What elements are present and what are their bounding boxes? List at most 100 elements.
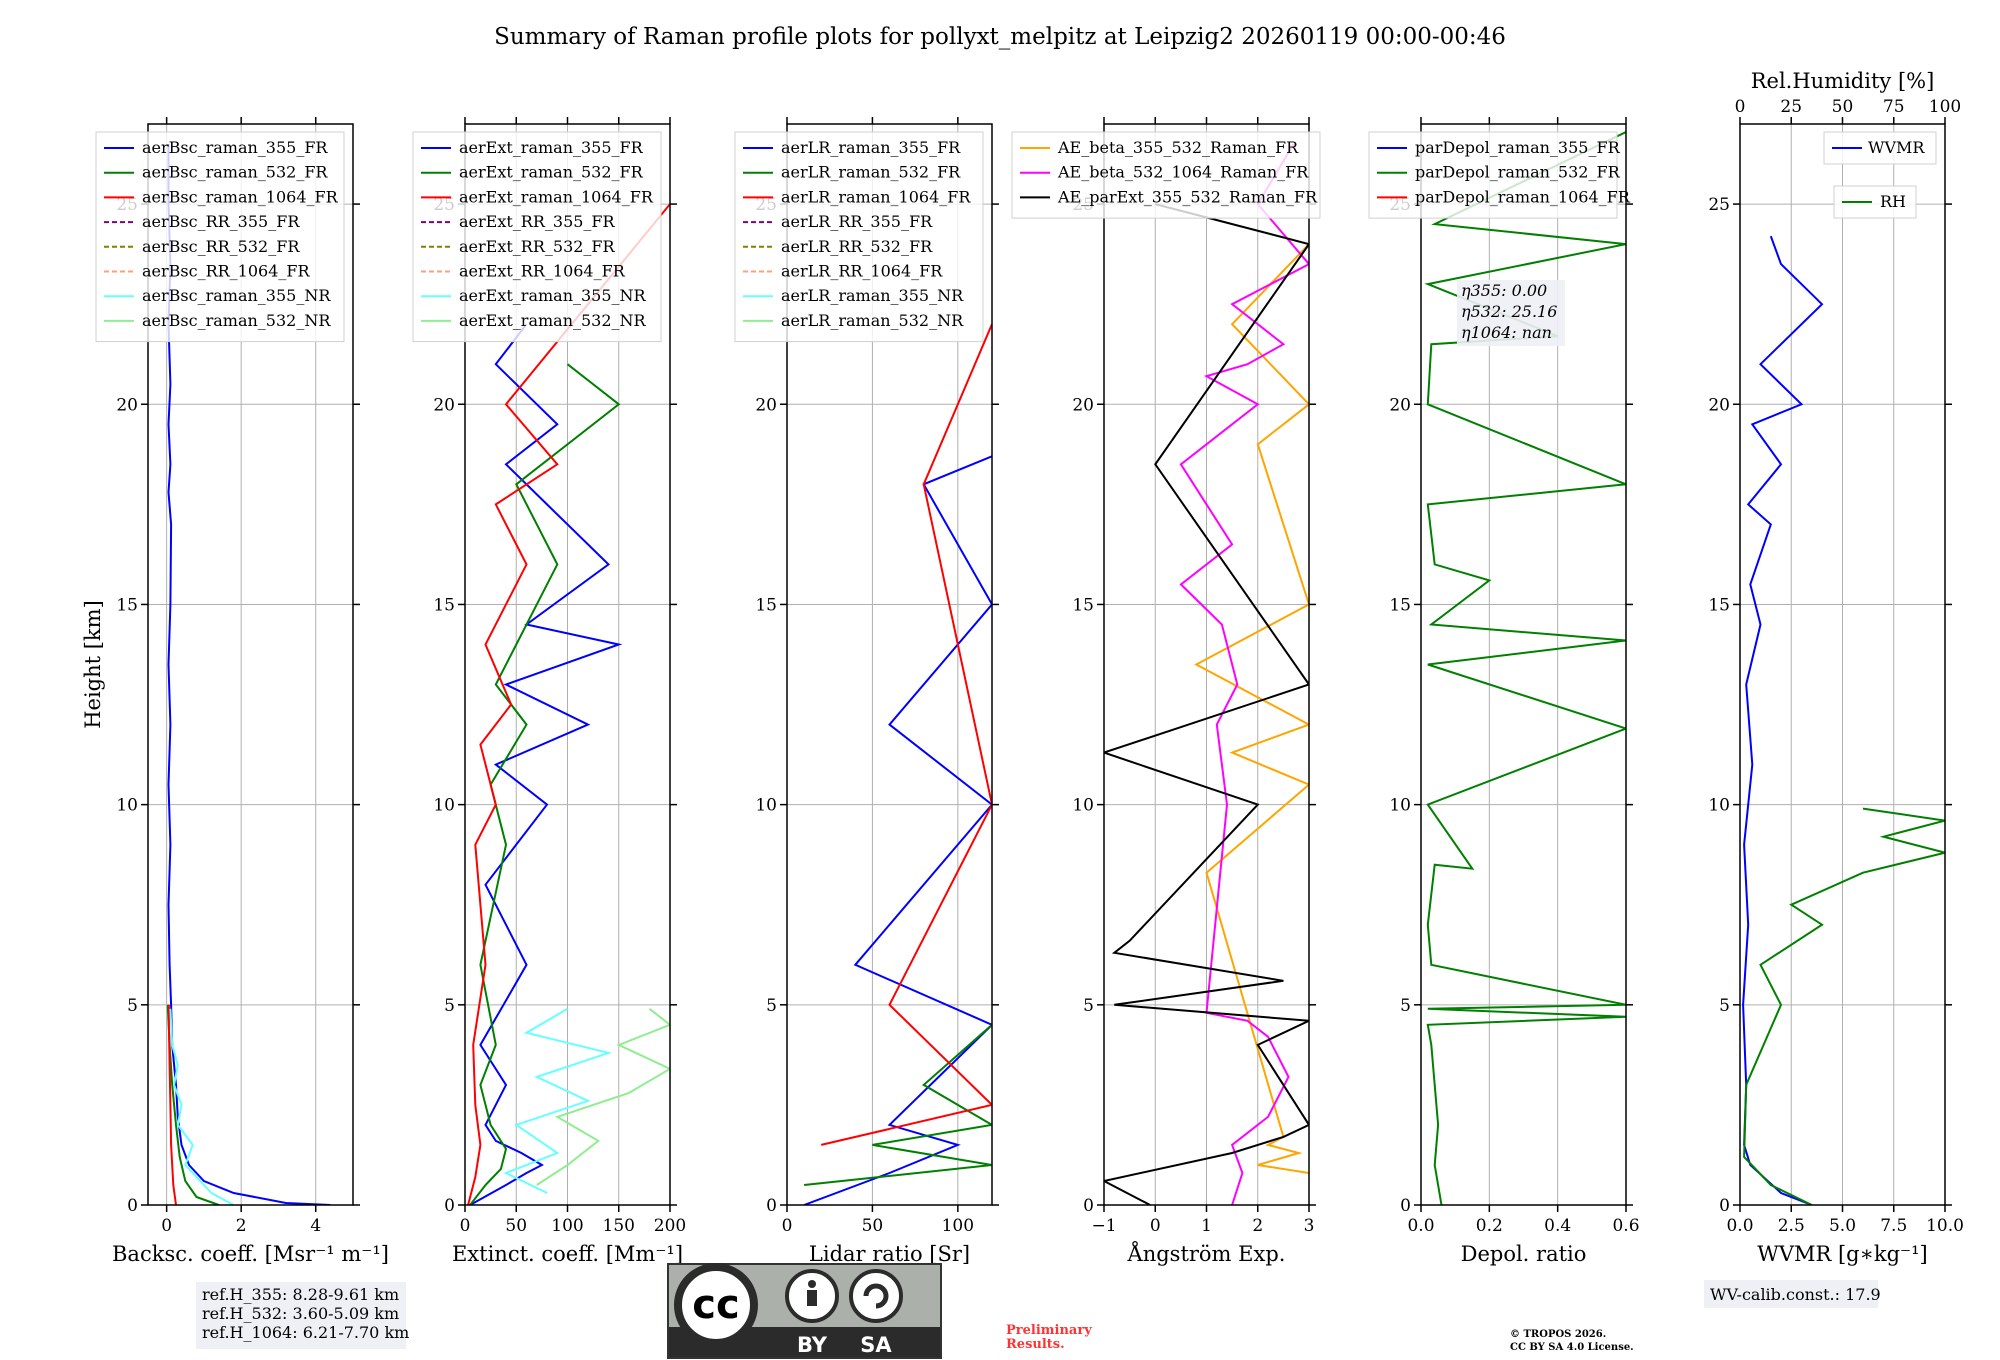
x-axis-label: Extinct. coeff. [Mm⁻¹] bbox=[452, 1242, 683, 1266]
legend: aerBsc_raman_355_FR aerBsc_raman_532_FRae… bbox=[95, 131, 345, 343]
legend-label: aerExt_raman_355_NR bbox=[459, 286, 647, 305]
y-tick-label: 15 bbox=[1708, 595, 1730, 615]
series-AE_beta_532_1064_Raman_FR bbox=[1179, 143, 1309, 1205]
panel-lidar-ratio: 0510152025050100Lidar ratio [Sr]aerLR_ra… bbox=[734, 117, 999, 1266]
y-axis-label: Height [km] bbox=[81, 600, 105, 729]
series-AE_beta_355_532_Raman_FR bbox=[1194, 243, 1309, 1174]
legend-label: RH bbox=[1880, 192, 1906, 211]
x2-tick-label: 50 bbox=[1832, 97, 1854, 117]
y-tick-label: 10 bbox=[1708, 796, 1730, 816]
series-group bbox=[1742, 235, 1945, 1205]
legend-label: aerBsc_raman_1064_FR bbox=[142, 187, 339, 206]
legend-label: aerExt_raman_532_FR bbox=[459, 163, 644, 182]
series-WVMR bbox=[1742, 235, 1824, 1205]
legend-label: aerLR_raman_355_NR bbox=[781, 286, 964, 305]
y-tick-label: 20 bbox=[1708, 395, 1730, 415]
axes-frame bbox=[1420, 123, 1627, 1206]
share-alike-icon bbox=[849, 1269, 903, 1323]
legend-frame bbox=[1833, 185, 1917, 219]
legend-label: aerExt_RR_1064_FR bbox=[459, 262, 626, 281]
x2-tick-label: 25 bbox=[1780, 97, 1802, 117]
y-tick-label: 15 bbox=[116, 595, 138, 615]
y-tick-label: 10 bbox=[433, 796, 455, 816]
series-group bbox=[166, 144, 331, 1205]
attribution-icon-body bbox=[807, 1290, 817, 1306]
x2-tick-label: 75 bbox=[1883, 97, 1905, 117]
x-axis-label: Lidar ratio [Sr] bbox=[809, 1242, 970, 1266]
y-tick-label: 0 bbox=[1083, 1196, 1094, 1216]
series-aerExt_raman_532_FR bbox=[469, 363, 621, 1205]
legend-label: aerLR_raman_1064_FR bbox=[781, 187, 971, 206]
preliminary-line-1: Preliminary bbox=[1006, 1323, 1092, 1338]
x2-tick-label: 100 bbox=[1929, 97, 1961, 117]
series-group bbox=[467, 203, 670, 1205]
x-tick-label: 0 bbox=[1150, 1216, 1161, 1236]
figure-title: Summary of Raman profile plots for polly… bbox=[494, 24, 1506, 50]
license-sa: SA bbox=[860, 1333, 892, 1357]
legend: AE_beta_355_532_Raman_FR AE_beta_532_1064… bbox=[1011, 131, 1321, 219]
legend-frame bbox=[95, 131, 345, 343]
series-aerExt_raman_532_NR bbox=[536, 1008, 670, 1186]
x-tick-label: 2 bbox=[236, 1216, 247, 1236]
y-tick-label: 15 bbox=[433, 595, 455, 615]
legend-label: aerLR_raman_355_FR bbox=[781, 138, 961, 157]
x-axis-label: WVMR [g∗kg⁻¹] bbox=[1757, 1242, 1928, 1266]
legend-label: aerBsc_RR_355_FR bbox=[142, 212, 300, 231]
legend-label: aerBsc_RR_1064_FR bbox=[142, 262, 311, 281]
legend-label: aerLR_RR_532_FR bbox=[781, 237, 933, 256]
wv-calib-const: WV-calib.const.: 17.9 bbox=[1710, 1285, 1881, 1304]
x-tick-label: 5.0 bbox=[1829, 1216, 1856, 1236]
y-tick-label: 25 bbox=[1708, 195, 1730, 215]
x-tick-label: 7.5 bbox=[1880, 1216, 1907, 1236]
x2-axis-label: Rel.Humidity [%] bbox=[1751, 69, 1935, 93]
legend-label: aerExt_raman_1064_FR bbox=[459, 187, 654, 206]
series-aerLR_raman_1064_FR bbox=[820, 323, 992, 1146]
info-box-reference-heights: ref.H_355: 8.28-9.61 km ref.H_532: 3.60-… bbox=[196, 1282, 409, 1349]
y-tick-label: 15 bbox=[1072, 595, 1094, 615]
axes-frame bbox=[147, 123, 354, 1206]
annotation-line: η355: 0.00 bbox=[1461, 281, 1547, 300]
preliminary-line-2: Results. bbox=[1006, 1337, 1065, 1352]
legend-label: aerExt_RR_355_FR bbox=[459, 212, 616, 231]
x-tick-label: 100 bbox=[551, 1216, 583, 1236]
series-aerBsc_raman_355_NR bbox=[169, 1008, 235, 1205]
legend-label: parDepol_raman_532_FR bbox=[1415, 163, 1621, 182]
x-tick-label: 0.6 bbox=[1612, 1216, 1639, 1236]
panel-extinction: 0510152025050100150200Extinct. coeff. [M… bbox=[412, 117, 686, 1266]
x-tick-label: 2.5 bbox=[1778, 1216, 1805, 1236]
legend-label: aerExt_raman_355_FR bbox=[459, 138, 644, 157]
series-aerBsc_raman_1064_FR bbox=[167, 1004, 177, 1205]
legend: aerLR_raman_355_FR aerLR_raman_532_FR aerL… bbox=[734, 131, 984, 343]
legend-label: aerBsc_RR_532_FR bbox=[142, 237, 300, 256]
panel-backscatter: 0510152025024Backsc. coeff. [Msr⁻¹ m⁻¹]a… bbox=[95, 117, 389, 1266]
legend-label: aerLR_raman_532_FR bbox=[781, 163, 961, 182]
legend-label: parDepol_raman_355_FR bbox=[1415, 138, 1621, 157]
x-axis-label: Depol. ratio bbox=[1461, 1242, 1587, 1266]
x-tick-label: 0.4 bbox=[1544, 1216, 1571, 1236]
legend-label: aerBsc_raman_532_FR bbox=[142, 163, 328, 182]
legend-label: aerBsc_raman_355_NR bbox=[142, 286, 331, 305]
y-tick-label: 10 bbox=[116, 796, 138, 816]
y-tick-label: 0 bbox=[766, 1196, 777, 1216]
y-tick-label: 0 bbox=[127, 1196, 138, 1216]
legend-label: aerBsc_raman_532_NR bbox=[142, 311, 331, 330]
license-by: BY bbox=[797, 1333, 828, 1357]
y-tick-label: 20 bbox=[1072, 395, 1094, 415]
copyright-line-2: CC BY SA 4.0 License. bbox=[1510, 1342, 1634, 1353]
attribution-icon-head bbox=[808, 1280, 816, 1288]
x-tick-label: 3 bbox=[1304, 1216, 1315, 1236]
series-aerExt_raman_355_FR bbox=[469, 323, 623, 1205]
series-aerBsc_raman_355_FR bbox=[167, 144, 331, 1205]
series-aerLR_raman_532_FR bbox=[803, 1024, 992, 1186]
annotation-line: η532: 25.16 bbox=[1461, 302, 1557, 321]
legend-label: parDepol_raman_1064_FR bbox=[1415, 187, 1631, 206]
series-aerExt_raman_1064_FR bbox=[467, 203, 670, 1205]
y-tick-label: 5 bbox=[1719, 996, 1730, 1016]
legend-wvmr: WVMR bbox=[1823, 131, 1937, 165]
legend-frame bbox=[734, 131, 984, 343]
ref-height-355: ref.H_355: 8.28-9.61 km bbox=[202, 1285, 399, 1304]
x-tick-label: 100 bbox=[942, 1216, 974, 1236]
x-tick-label: 10.0 bbox=[1926, 1216, 1964, 1236]
